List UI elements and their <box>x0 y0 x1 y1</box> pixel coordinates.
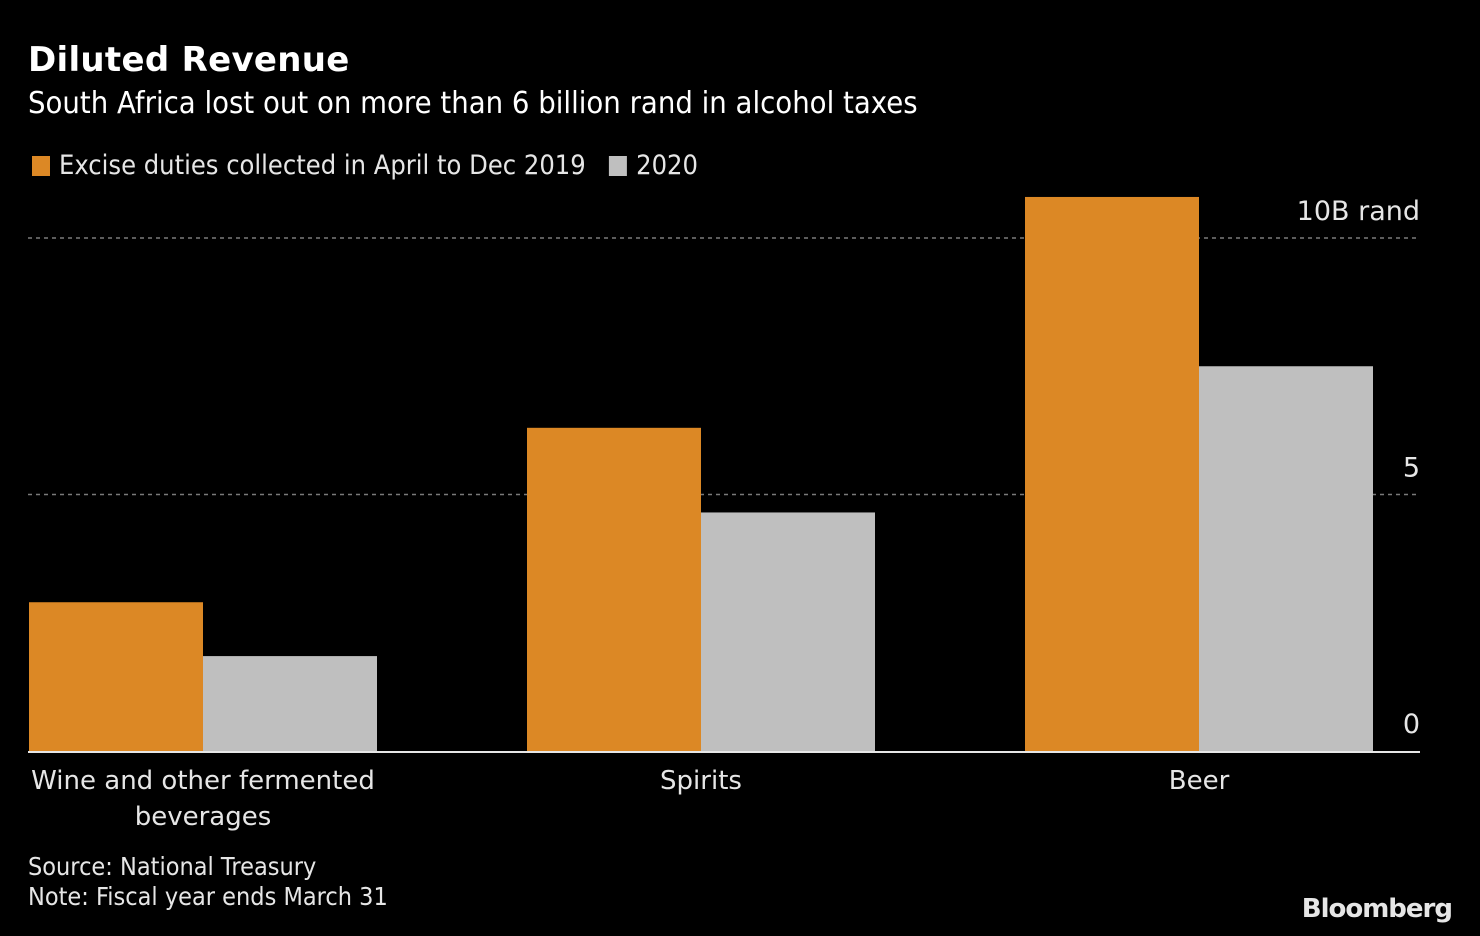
category-label-0-1: beverages <box>135 802 272 832</box>
category-label-0-0: Wine and other fermented <box>31 766 375 796</box>
bar-2019-0 <box>29 602 203 751</box>
legend-item-2020: 2020 <box>609 150 698 181</box>
bar-2020-2 <box>1199 366 1373 751</box>
y-tick-label-10: 10B rand <box>1297 196 1420 227</box>
bar-2019-2 <box>1025 196 1199 751</box>
y-tick-labels: 0 5 10B rand <box>1297 196 1420 740</box>
chart-title: Diluted Revenue <box>28 40 350 80</box>
bloomberg-logo: Bloomberg <box>1301 894 1453 924</box>
legend-label-2020: 2020 <box>636 150 698 181</box>
category-label-1-0: Spirits <box>660 766 742 796</box>
legend: Excise duties collected in April to Dec … <box>32 150 721 181</box>
bar-2020-1 <box>701 512 875 751</box>
x-category-labels: Wine and other fermented beverages Spirits… <box>31 766 1229 832</box>
footnote: Note: Fiscal year ends March 31 <box>28 882 388 911</box>
legend-swatch-2020 <box>609 155 628 176</box>
source-note: Source: National Treasury <box>28 852 317 881</box>
legend-item-2019: Excise duties collected in April to Dec … <box>32 150 586 181</box>
chart-subtitle: South Africa lost out on more than 6 bil… <box>28 86 918 121</box>
bars <box>29 196 1373 751</box>
y-tick-label-5: 5 <box>1403 453 1420 484</box>
y-tick-label-0: 0 <box>1403 709 1420 740</box>
bar-2020-0 <box>203 656 377 751</box>
category-label-2-0: Beer <box>1169 766 1230 796</box>
legend-label-2019: Excise duties collected in April to Dec … <box>59 150 586 181</box>
legend-swatch-2019 <box>32 155 50 176</box>
bar-2019-1 <box>527 427 701 751</box>
